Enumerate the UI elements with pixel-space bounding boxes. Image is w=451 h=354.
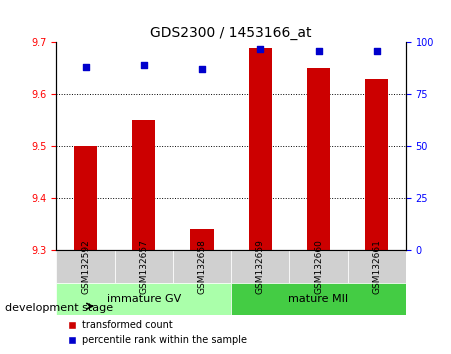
Point — [198, 67, 206, 72]
Text: GSM132659: GSM132659 — [256, 239, 265, 294]
Bar — [249, 48, 272, 250]
FancyBboxPatch shape — [231, 250, 290, 282]
FancyBboxPatch shape — [56, 250, 115, 282]
FancyBboxPatch shape — [115, 250, 173, 282]
Bar — [307, 68, 330, 250]
Text: GSM132658: GSM132658 — [198, 239, 207, 294]
FancyBboxPatch shape — [290, 250, 348, 282]
Text: development stage: development stage — [5, 303, 113, 313]
Legend: transformed count, percentile rank within the sample: transformed count, percentile rank withi… — [64, 316, 251, 349]
FancyBboxPatch shape — [173, 250, 231, 282]
Point — [257, 46, 264, 52]
Text: GSM132661: GSM132661 — [372, 239, 381, 294]
Text: mature MII: mature MII — [289, 294, 349, 304]
Point — [82, 64, 89, 70]
FancyBboxPatch shape — [231, 282, 406, 315]
Bar — [365, 79, 388, 250]
Bar — [74, 146, 97, 250]
Text: immature GV: immature GV — [106, 294, 181, 304]
FancyBboxPatch shape — [56, 282, 231, 315]
Point — [140, 63, 147, 68]
Bar — [132, 120, 156, 250]
Text: GSM132660: GSM132660 — [314, 239, 323, 294]
Text: GSM132657: GSM132657 — [139, 239, 148, 294]
Point — [315, 48, 322, 53]
Bar — [190, 229, 214, 250]
Point — [373, 48, 380, 53]
Text: GSM132592: GSM132592 — [81, 239, 90, 294]
Title: GDS2300 / 1453166_at: GDS2300 / 1453166_at — [150, 26, 312, 40]
FancyBboxPatch shape — [348, 250, 406, 282]
